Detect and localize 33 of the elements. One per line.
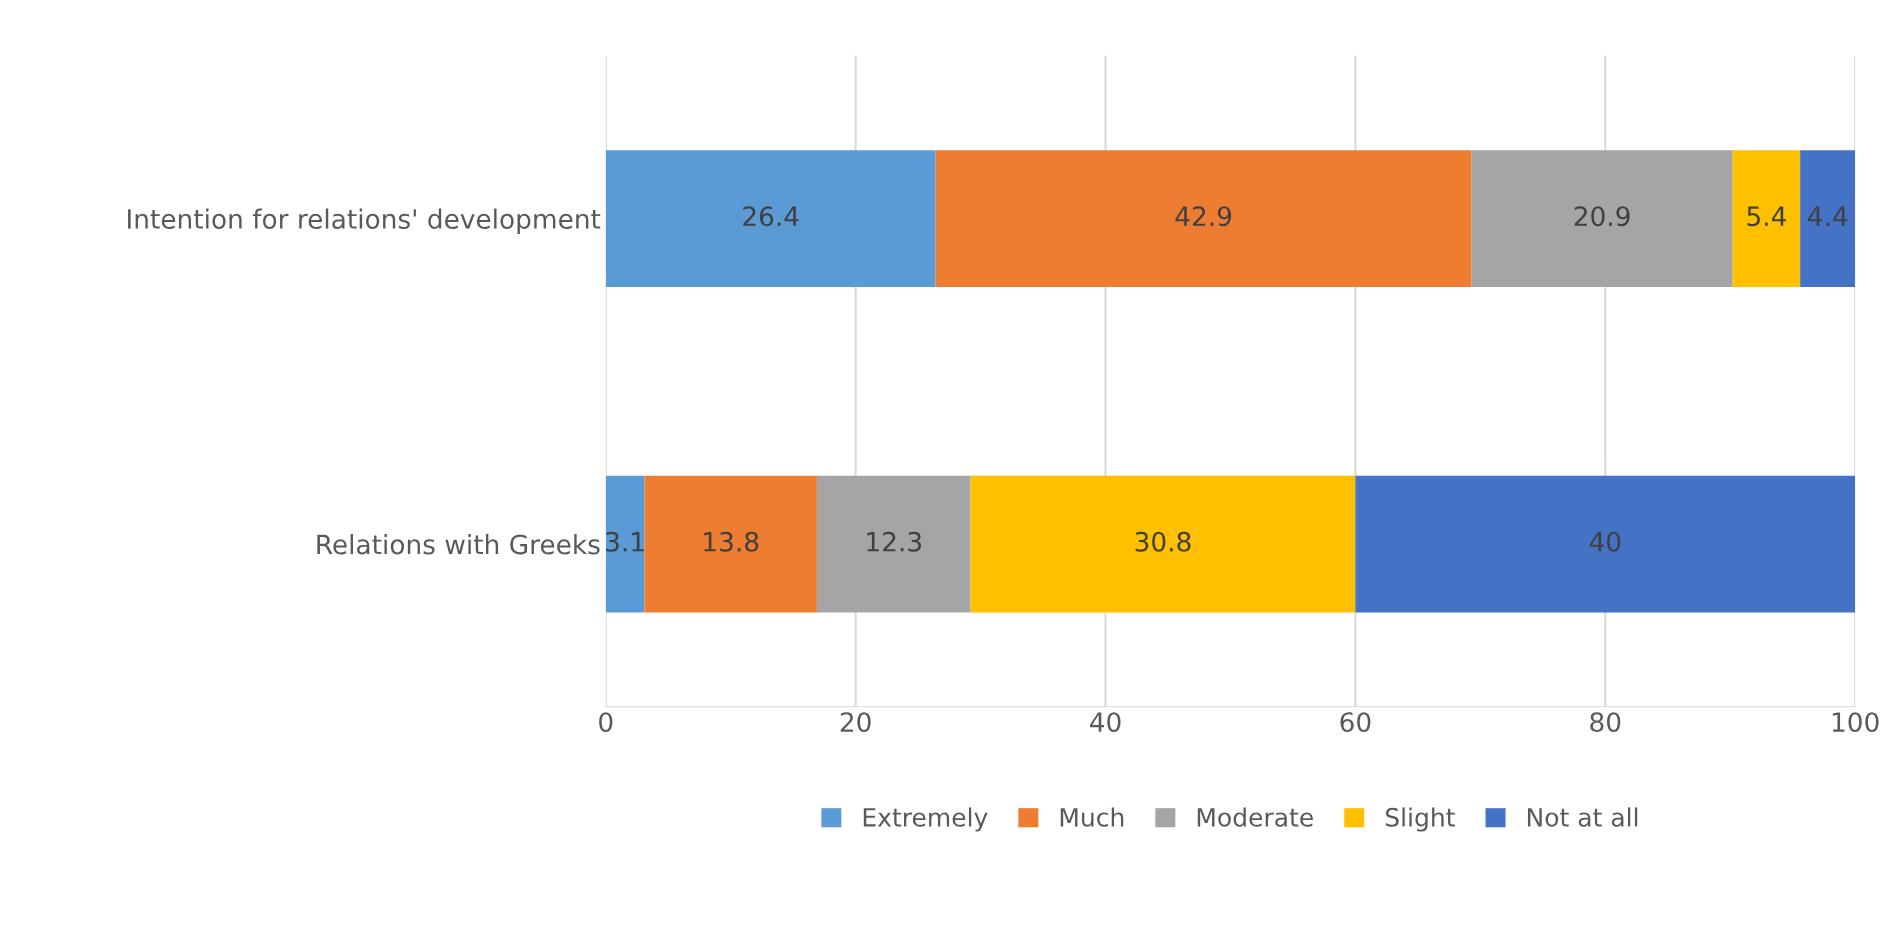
bar [605,475,645,613]
data-label: 20.9 [1574,206,1630,227]
x-tick-label: 20 [840,712,871,733]
bar [1355,475,1856,613]
legend-label: Moderate [1197,807,1313,827]
x-tick-label: 40 [1090,712,1121,733]
data-label: 4.4 [1807,206,1848,226]
bar [1800,150,1856,287]
data-label: 42.9 [1175,206,1232,227]
data-label: 12.3 [867,531,922,552]
x-tick-label: 0 [599,712,613,733]
data-label: 30.8 [1135,531,1191,552]
data-label: 3.1 [606,531,644,552]
x-tick-label: 60 [1340,712,1371,733]
x-tick-label: 100 [1832,712,1879,733]
bar [644,475,817,613]
bar [1471,150,1733,287]
data-label: 5.4 [1747,206,1786,227]
bar [605,150,936,287]
bar [816,475,971,613]
data-label: 40 [1589,531,1621,552]
x-tick-label: 80 [1590,712,1621,733]
bar [970,475,1356,613]
data-label: 26.4 [743,206,799,227]
bar [1732,150,1801,287]
y-tick-label: Relations with Greeks [317,534,600,555]
legend-label: Much [1060,807,1124,827]
legend-label: Extremely [863,807,988,832]
legend-label: Not at all [1527,807,1638,827]
y-tick-label: Intention for relations' development [128,208,601,235]
legend-label: Slight [1385,807,1455,832]
bar [935,150,1472,287]
data-label: 13.8 [704,531,759,552]
